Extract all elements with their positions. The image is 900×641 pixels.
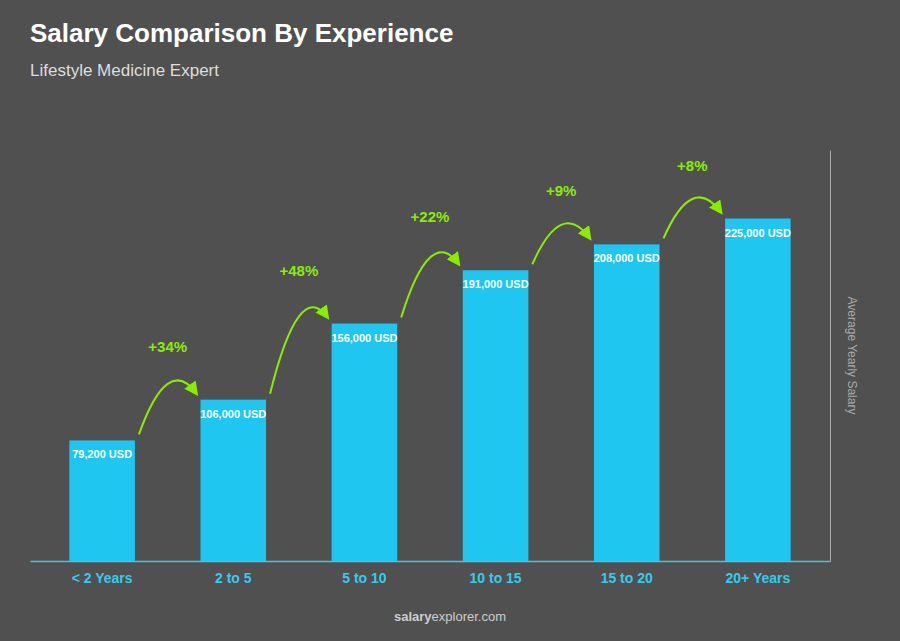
- source: salaryexplorer.com: [394, 609, 506, 624]
- source-part: salary: [394, 609, 432, 624]
- bar: [200, 400, 266, 561]
- x-tick-label: 5 to 10: [342, 570, 387, 586]
- bars: [69, 219, 790, 562]
- change-label: +8%: [677, 157, 707, 174]
- bar: [463, 270, 529, 561]
- x-tick-label: 2 to 5: [215, 570, 252, 586]
- y-axis-title: Average Yearly Salary: [845, 297, 859, 415]
- subtitle: Lifestyle Medicine Expert: [30, 61, 219, 80]
- x-axis-line: [31, 561, 831, 563]
- data-label: 225,000 USD: [725, 227, 791, 239]
- bar: [594, 244, 660, 561]
- x-tick: 20+ Years: [725, 561, 790, 586]
- title: Salary Comparison By Experience: [30, 18, 453, 48]
- change-arrow: [139, 380, 197, 434]
- data-labels: 79,200 USD 106,000 USD 156,000 USD 191,000 …: [72, 227, 791, 461]
- bar: [725, 219, 791, 562]
- change-arrow: [270, 307, 328, 393]
- data-label: 106,000 USD: [200, 408, 266, 420]
- x-tick: 2 to 5: [215, 561, 252, 586]
- data-label: 208,000 USD: [594, 252, 660, 264]
- change-label: +22%: [411, 208, 450, 225]
- bar: [69, 440, 135, 561]
- change-label: +48%: [279, 262, 318, 279]
- x-tick: 10 to 15: [470, 561, 522, 586]
- source-part: explorer.com: [432, 609, 506, 624]
- plot: < 2 Years 2 to 5 5 to 10 10 to 15 15 to 20 20…: [31, 151, 831, 586]
- x-tick: 15 to 20: [601, 561, 653, 586]
- bar: [332, 324, 398, 561]
- y-axis: [830, 151, 831, 562]
- change-annotations: +34% +48% +22% +9% +8%: [139, 157, 721, 435]
- change-label: +34%: [148, 338, 187, 355]
- y-axis-line: [830, 151, 831, 562]
- data-label: 156,000 USD: [331, 332, 397, 344]
- x-axis: < 2 Years 2 to 5 5 to 10 10 to 15 15 to 20 20…: [31, 561, 831, 586]
- chart: Salary Comparison By Experience Lifestyle…: [0, 0, 900, 641]
- x-tick-label: 20+ Years: [725, 570, 790, 586]
- change-arrow: [664, 197, 722, 238]
- data-label: 191,000 USD: [463, 278, 529, 290]
- change-label: +9%: [546, 182, 576, 199]
- change-arrow: [532, 223, 590, 264]
- x-tick: 5 to 10: [342, 561, 387, 586]
- change-arrow: [401, 252, 459, 317]
- x-tick: < 2 Years: [72, 561, 133, 586]
- x-tick-label: < 2 Years: [72, 570, 133, 586]
- x-tick-label: 15 to 20: [601, 570, 653, 586]
- x-tick-label: 10 to 15: [470, 570, 522, 586]
- data-label: 79,200 USD: [72, 448, 132, 460]
